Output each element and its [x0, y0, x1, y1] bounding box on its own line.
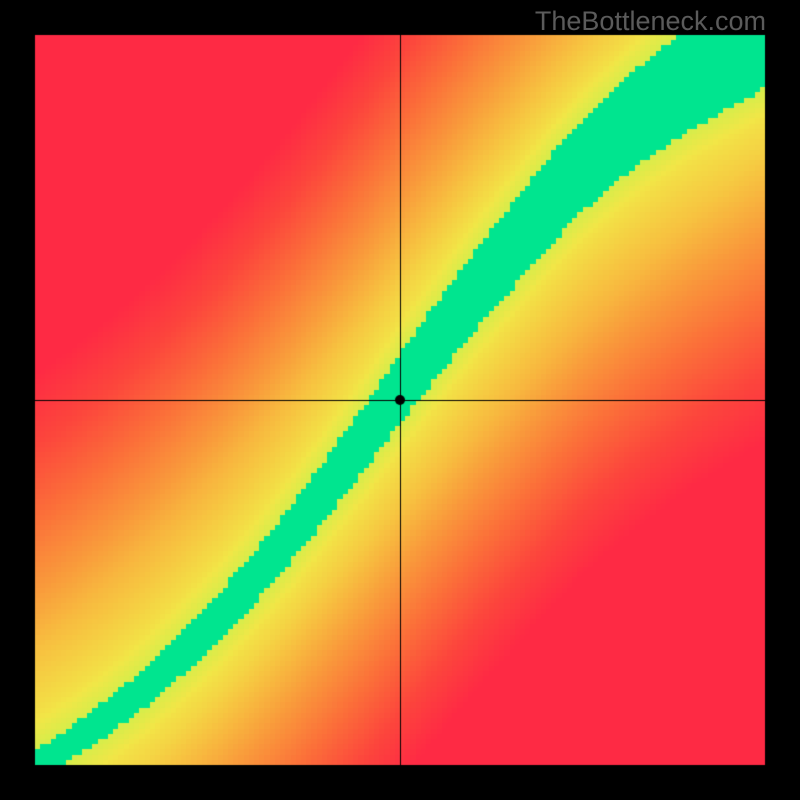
chart-container: TheBottleneck.com — [0, 0, 800, 800]
bottleneck-heatmap — [0, 0, 800, 800]
watermark-text: TheBottleneck.com — [535, 6, 766, 37]
